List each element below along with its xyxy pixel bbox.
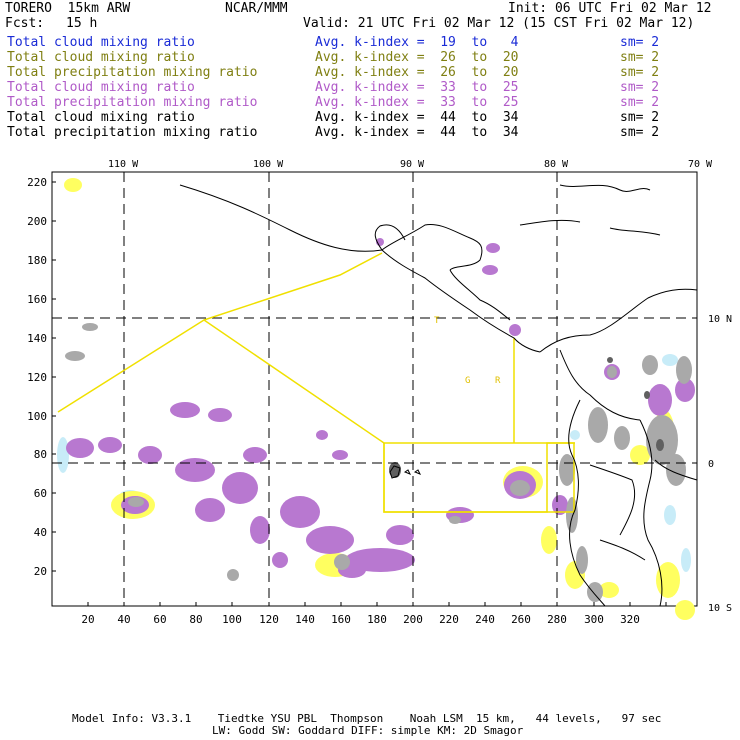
longitude-labels: 110 W 100 W 90 W 80 W 70 W xyxy=(108,159,713,170)
latitude-labels: 10 N 0 10 S xyxy=(708,314,732,614)
svg-text:240: 240 xyxy=(475,613,495,626)
svg-text:220: 220 xyxy=(27,176,47,189)
valid-time: Valid: 21 UTC Fri 02 Mar 12 (15 CST Fri … xyxy=(303,16,695,31)
legend-smoothing: sm= 2 xyxy=(620,95,660,110)
legend-smoothing: sm= 2 xyxy=(620,35,660,50)
organization: NCAR/MMM xyxy=(225,1,288,16)
legend-field: Total cloud mixing ratio xyxy=(7,80,195,95)
legend-kindex: Avg. k-index = 19 to 4 xyxy=(315,35,519,50)
lon-label: 110 W xyxy=(108,159,139,170)
legend-field: Total precipitation mixing ratio xyxy=(7,65,258,80)
legend-kindex: Avg. k-index = 44 to 34 xyxy=(315,110,519,125)
svg-text:100: 100 xyxy=(27,410,47,423)
legend-smoothing: sm= 2 xyxy=(620,80,660,95)
legend-kindex: Avg. k-index = 33 to 25 xyxy=(315,80,519,95)
lon-label: 90 W xyxy=(400,159,425,170)
svg-text:60: 60 xyxy=(153,613,166,626)
physics-info: LW: Godd SW: Goddard DIFF: simple KM: 2D… xyxy=(212,724,524,737)
legend-field: Total precipitation mixing ratio xyxy=(7,125,258,140)
svg-text:200: 200 xyxy=(403,613,423,626)
legend-field: Total cloud mixing ratio xyxy=(7,50,195,65)
svg-text:80: 80 xyxy=(189,613,202,626)
svg-text:R: R xyxy=(495,376,501,386)
y-axis-labels: 220 200 180 160 140 120 100 80 60 40 20 xyxy=(27,176,47,578)
legend-kindex: Avg. k-index = 44 to 34 xyxy=(315,125,519,140)
lat-label: 0 xyxy=(708,459,714,470)
svg-text:300: 300 xyxy=(584,613,604,626)
svg-text:20: 20 xyxy=(81,613,94,626)
coastlines xyxy=(179,184,698,607)
svg-text:120: 120 xyxy=(27,371,47,384)
lon-label: 100 W xyxy=(253,159,284,170)
svg-text:120: 120 xyxy=(259,613,279,626)
model-name: TORERO 15km ARW xyxy=(5,1,131,16)
svg-text:100: 100 xyxy=(222,613,242,626)
lat-label: 10 N xyxy=(708,314,732,325)
legend-smoothing: sm= 2 xyxy=(620,50,660,65)
orchid-cloud-layer xyxy=(66,238,695,578)
svg-text:40: 40 xyxy=(117,613,130,626)
lat-label: 10 S xyxy=(708,603,732,614)
legend-smoothing: sm= 2 xyxy=(620,125,660,140)
svg-text:220: 220 xyxy=(439,613,459,626)
init-time: Init: 06 UTC Fri 02 Mar 12 xyxy=(508,1,712,16)
lat-lon-grid xyxy=(52,172,697,606)
forecast-map: 110 W 100 W 90 W 80 W 70 W 10 N 0 10 S 2… xyxy=(27,159,732,626)
x-axis-labels: 20 40 60 80 100 120 140 160 180 200 220 … xyxy=(81,613,640,626)
forecast-label: Fcst: xyxy=(5,16,45,31)
lon-label: 80 W xyxy=(544,159,569,170)
svg-text:320: 320 xyxy=(620,613,640,626)
forecast-hour: 15 h xyxy=(66,16,98,31)
map-frame xyxy=(51,171,698,607)
legend-kindex: Avg. k-index = 26 to 20 xyxy=(315,65,519,80)
svg-text:200: 200 xyxy=(27,215,47,228)
svg-text:80: 80 xyxy=(34,448,47,461)
gray-cloud-layer xyxy=(65,323,692,602)
svg-text:160: 160 xyxy=(27,293,47,306)
svg-text:20: 20 xyxy=(34,565,47,578)
svg-text:180: 180 xyxy=(367,613,387,626)
svg-text:280: 280 xyxy=(547,613,567,626)
legend-smoothing: sm= 2 xyxy=(620,110,660,125)
svg-text:G: G xyxy=(465,376,470,386)
model-info: Model Info: V3.3.1 Tiedtke YSU PBL Thomp… xyxy=(72,712,662,725)
svg-text:180: 180 xyxy=(27,254,47,267)
svg-text:40: 40 xyxy=(34,526,47,539)
legend-kindex: Avg. k-index = 26 to 20 xyxy=(315,50,519,65)
legend-smoothing: sm= 2 xyxy=(620,65,660,80)
legend-field: Total cloud mixing ratio xyxy=(7,35,195,50)
svg-text:140: 140 xyxy=(27,332,47,345)
legend-field: Total precipitation mixing ratio xyxy=(7,95,258,110)
svg-text:160: 160 xyxy=(331,613,351,626)
frame-ticks xyxy=(52,181,667,606)
svg-text:T: T xyxy=(434,316,440,326)
lon-label: 70 W xyxy=(688,159,713,170)
svg-text:60: 60 xyxy=(34,487,47,500)
legend-kindex: Avg. k-index = 33 to 25 xyxy=(315,95,519,110)
svg-text:260: 260 xyxy=(511,613,531,626)
legend-field: Total cloud mixing ratio xyxy=(7,110,195,125)
nested-domain-outline xyxy=(57,252,575,513)
svg-text:140: 140 xyxy=(295,613,315,626)
domain-letters: T G R xyxy=(434,316,501,386)
